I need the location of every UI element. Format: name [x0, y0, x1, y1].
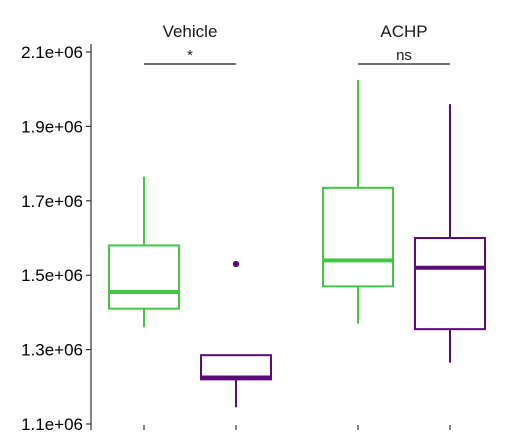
- y-axis: 1.1e+06 1.3e+06 1.5e+06 1.7e+06 1.9e+06 2.1e+…: [21, 43, 92, 432]
- iqr-box: [414, 237, 486, 331]
- box-green: [322, 79, 394, 324]
- panel-vehicle: Vehicle *: [108, 22, 272, 430]
- y-tick-label: 1.3e+06: [21, 341, 83, 360]
- y-tick-label: 1.7e+06: [21, 192, 83, 211]
- y-tick-label: 2.1e+06: [21, 43, 83, 62]
- iqr-box: [108, 244, 180, 310]
- y-tick-label: 1.9e+06: [21, 117, 83, 136]
- box-purple: [200, 260, 272, 408]
- outlier-point: [232, 260, 240, 268]
- panel-title: Vehicle: [163, 22, 218, 41]
- significance-label: *: [187, 47, 193, 64]
- iqr-box: [322, 186, 394, 288]
- chart-panels: Vehicle * ACHP ns: [108, 22, 486, 430]
- box-green: [108, 176, 180, 328]
- panel-title: ACHP: [380, 22, 427, 41]
- y-tick-label: 1.1e+06: [21, 415, 83, 432]
- panel-achp: ACHP ns: [322, 22, 486, 430]
- box-purple: [414, 104, 486, 363]
- significance-label: ns: [396, 47, 412, 64]
- y-tick-label: 1.5e+06: [21, 266, 83, 285]
